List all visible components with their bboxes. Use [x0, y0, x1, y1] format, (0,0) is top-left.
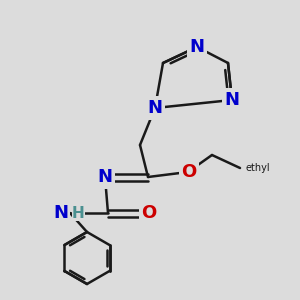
Text: ethyl: ethyl	[245, 163, 270, 173]
Text: N: N	[224, 91, 239, 109]
Text: N: N	[190, 38, 205, 56]
Text: N: N	[148, 99, 163, 117]
Text: O: O	[141, 204, 157, 222]
Text: N: N	[53, 204, 68, 222]
Text: N: N	[98, 168, 112, 186]
Text: O: O	[182, 163, 196, 181]
Text: H: H	[72, 206, 85, 220]
